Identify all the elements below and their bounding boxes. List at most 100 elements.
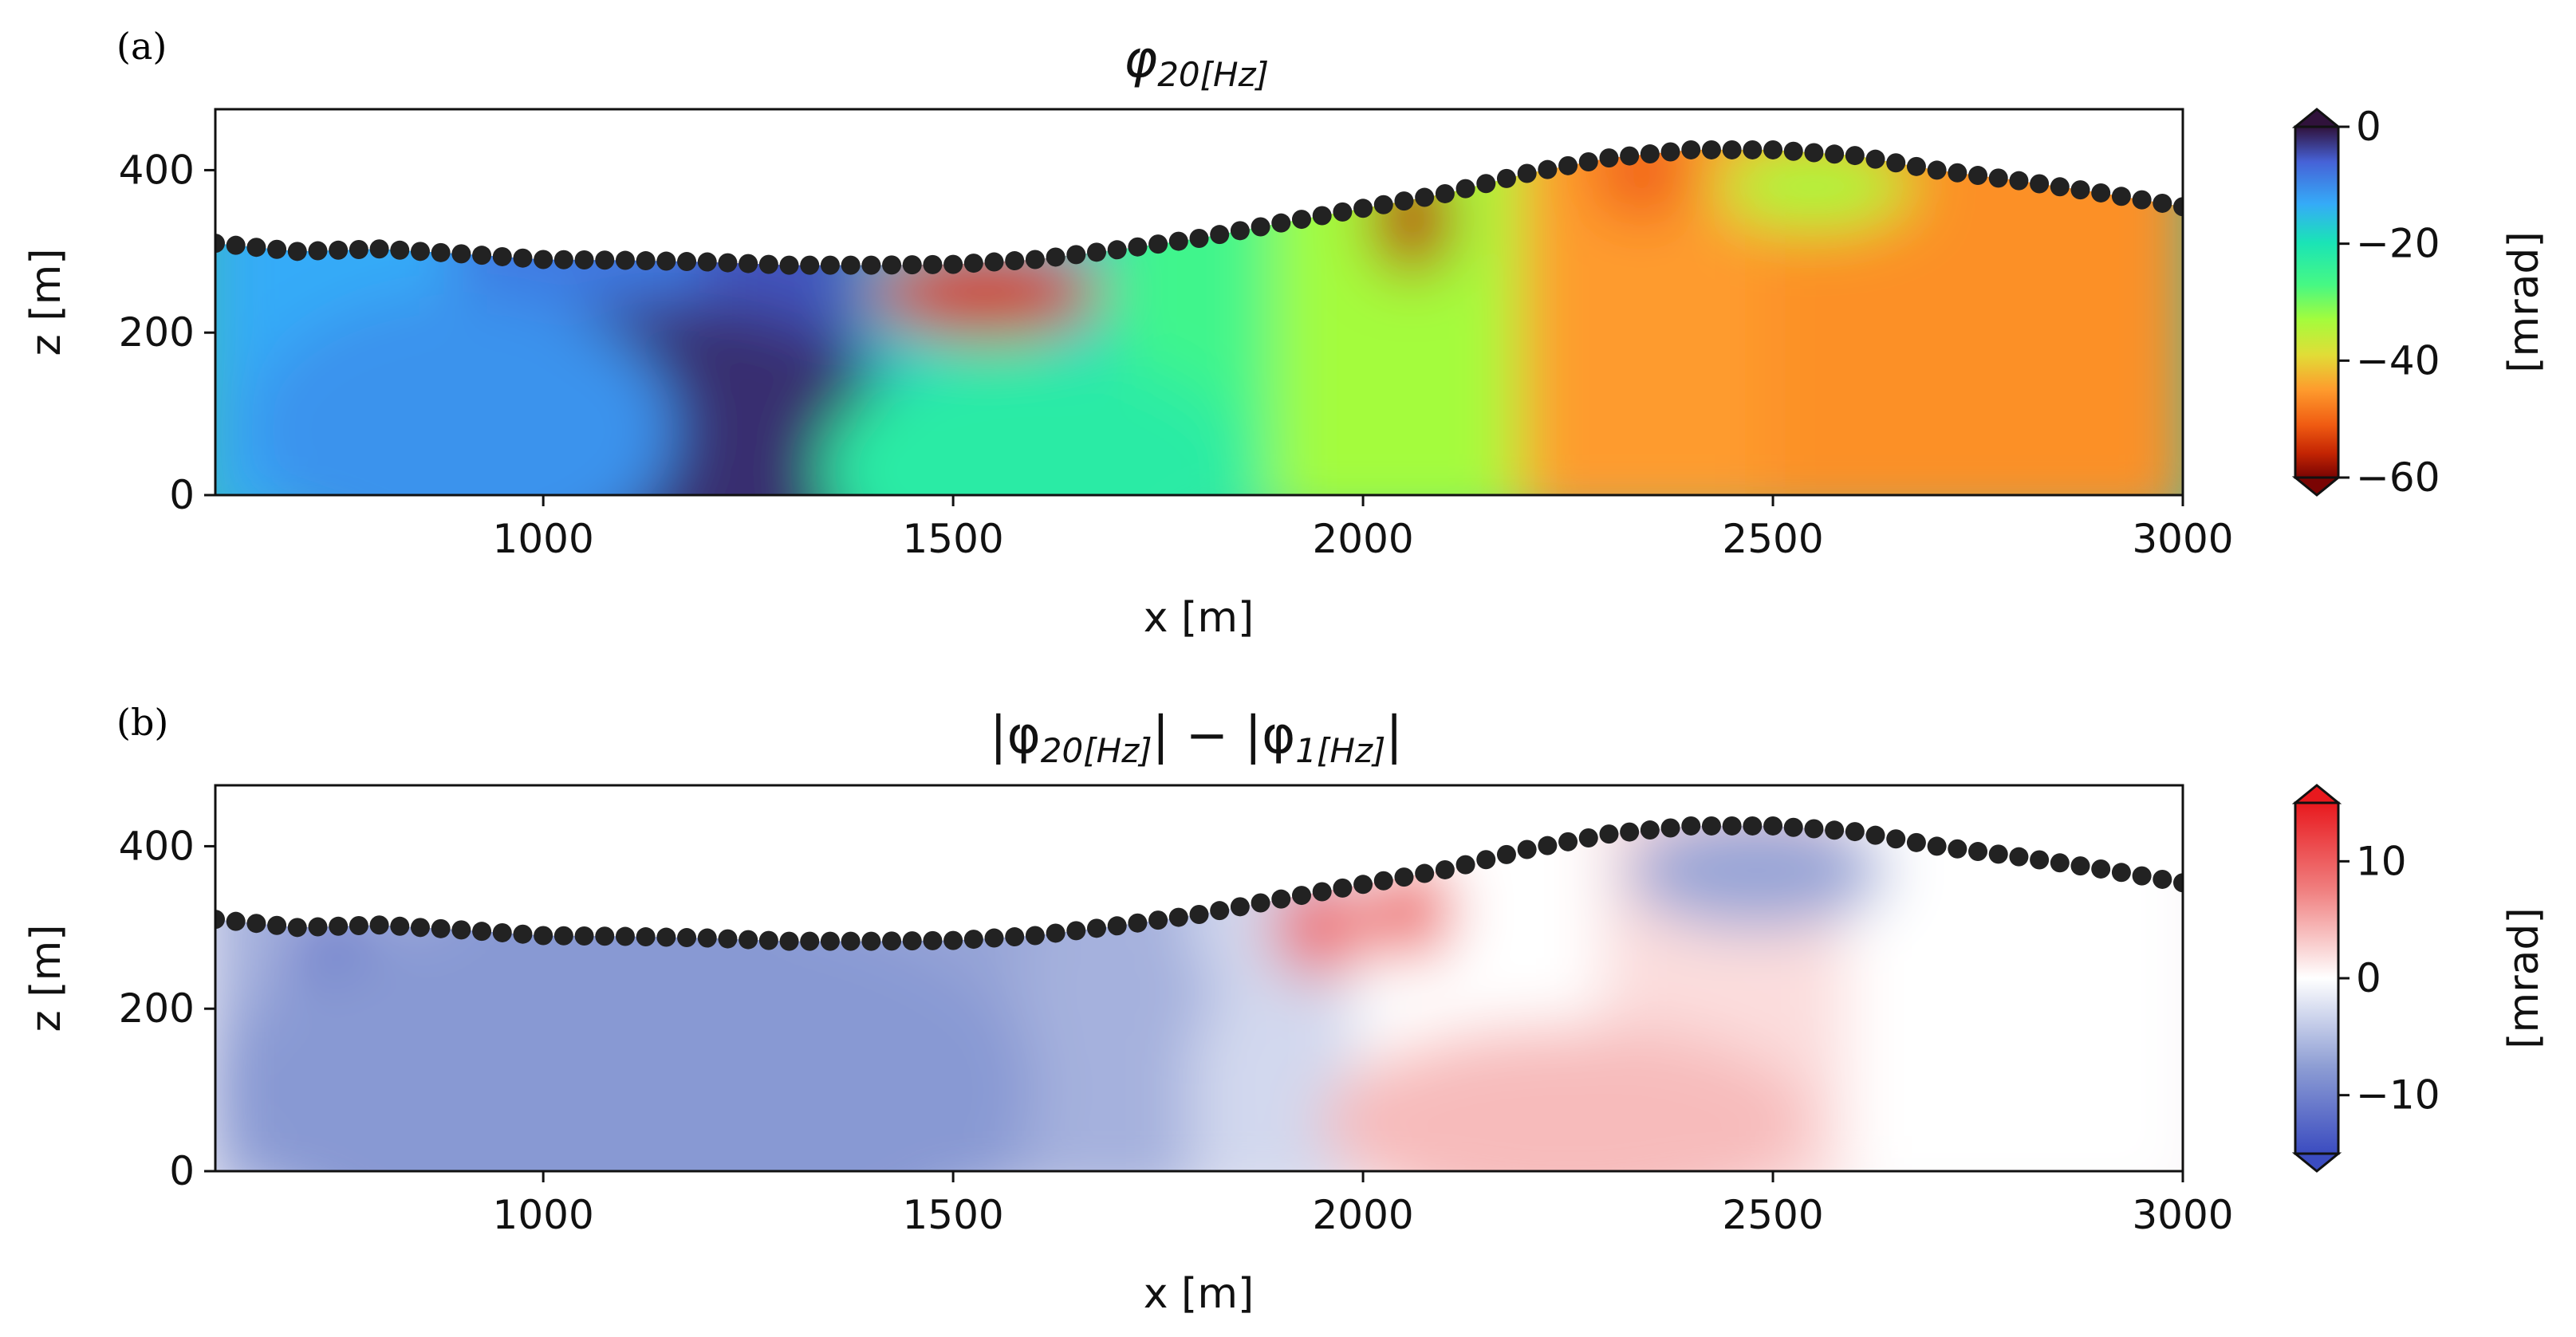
electrode-marker	[329, 240, 349, 260]
electrode-marker	[841, 931, 861, 951]
colorbar-tick-label: −10	[2356, 1072, 2440, 1119]
electrode-marker	[615, 250, 635, 270]
panel-a-title-phi: φ	[1124, 30, 1157, 89]
panel-a-title-subscript: 20[Hz]	[1157, 55, 1269, 94]
panel-b-colorbar-bottom-extend	[2291, 1152, 2342, 1173]
panel-a-colorbar-bar	[2294, 125, 2340, 479]
electrode-marker	[2030, 850, 2050, 870]
electrode-marker	[1845, 146, 1865, 166]
electrode-marker	[636, 927, 656, 947]
panel-a-colorbar: 0 −20 −40 −60 [mrad]	[2291, 104, 2548, 501]
electrode-marker	[431, 918, 451, 938]
y-tick-label: 0	[169, 472, 195, 518]
electrode-marker	[800, 931, 820, 951]
electrode-marker	[595, 250, 615, 270]
electrode-marker	[595, 926, 615, 946]
electrode-marker	[472, 922, 492, 942]
electrode-marker	[677, 252, 697, 272]
electrode-marker	[2153, 869, 2172, 889]
electrode-marker	[431, 242, 451, 262]
electrode-marker	[882, 931, 902, 951]
electrode-marker	[226, 911, 246, 931]
electrode-marker	[1743, 816, 1763, 836]
electrode-marker	[2070, 180, 2090, 200]
electrode-marker	[1701, 816, 1721, 836]
panel-a-colorbar-ticks: 0 −20 −40 −60	[2338, 104, 2440, 501]
panel-b-colorbar-top-extend	[2291, 784, 2342, 804]
electrode-marker	[1251, 217, 1270, 237]
x-tick-label: 2000	[1312, 516, 1413, 562]
electrode-marker	[246, 238, 266, 258]
electrode-marker	[1660, 818, 1680, 838]
electrode-marker	[1578, 151, 1598, 171]
electrode-marker	[1538, 836, 1558, 855]
electrode-marker	[1291, 210, 1311, 230]
electrode-marker	[1538, 159, 1558, 179]
electrode-marker	[615, 926, 635, 946]
electrode-marker	[1435, 183, 1455, 203]
electrode-marker	[1271, 889, 1291, 909]
electrode-marker	[1640, 144, 1660, 164]
electrode-marker	[1681, 140, 1701, 159]
panel-b-title-part3: |	[1385, 706, 1403, 765]
panel-b-axes: 1000 1500 2000 2500 3000 0 200 400	[119, 823, 2234, 1238]
electrode-marker	[1988, 844, 2008, 864]
electrode-marker	[1087, 918, 1107, 938]
electrode-marker	[1046, 923, 1065, 943]
electrode-marker	[1886, 153, 1906, 173]
electrode-marker	[287, 242, 307, 262]
electrode-marker	[861, 255, 881, 275]
y-tick-label: 400	[119, 147, 195, 193]
electrode-marker	[1455, 855, 1475, 875]
panel-b-colorbar: 10 0 −10 [mrad]	[2291, 784, 2548, 1173]
electrode-marker	[246, 914, 266, 934]
electrode-marker	[1333, 878, 1353, 898]
panel-a-colorbar-label: [mrad]	[2500, 231, 2548, 372]
electrode-marker	[451, 244, 471, 264]
electrode-marker	[1128, 237, 1148, 257]
electrode-marker	[2091, 859, 2111, 879]
y-tick-label: 0	[169, 1148, 195, 1194]
panel-b-title-part1: |φ	[990, 706, 1041, 765]
electrode-marker	[553, 250, 573, 269]
panel-a-colorbar-top-extend	[2291, 108, 2342, 128]
electrode-marker	[1578, 828, 1598, 847]
electrode-marker	[1722, 140, 1742, 159]
electrode-marker	[2070, 856, 2090, 876]
electrode-marker	[779, 931, 799, 951]
y-tick-label: 200	[119, 985, 195, 1032]
electrode-marker	[697, 928, 717, 948]
anomaly-blob	[1715, 145, 1912, 227]
electrode-marker	[1168, 907, 1188, 927]
panel-a-axes: 1000 1500 2000 2500 3000 0 200 400	[119, 147, 2234, 562]
x-tick-label: 2500	[1722, 1192, 1823, 1238]
electrode-marker	[1825, 144, 1845, 164]
electrode-marker	[1825, 820, 1845, 840]
panel-a-plot	[215, 109, 2183, 495]
x-tick-label: 1000	[493, 516, 594, 562]
electrode-marker	[410, 242, 430, 262]
electrode-marker	[697, 252, 717, 272]
electrode-marker	[390, 240, 410, 260]
electrode-marker	[1415, 863, 1435, 883]
panel-b-electrodes	[215, 816, 2183, 951]
electrode-marker	[492, 922, 512, 942]
anomaly-blob	[1321, 1024, 1814, 1171]
electrode-marker	[1373, 871, 1393, 891]
electrode-marker	[1455, 179, 1475, 199]
electrode-marker	[861, 931, 881, 951]
panel-b-title-part2: | − |φ	[1152, 706, 1296, 765]
electrode-marker	[677, 928, 697, 948]
panel-a-xlabel: x [m]	[1144, 594, 1255, 642]
electrode-marker	[1148, 234, 1168, 254]
electrode-marker	[1230, 221, 1250, 241]
electrode-marker	[1394, 191, 1414, 211]
electrode-marker	[215, 234, 225, 254]
electrode-marker	[1968, 842, 1988, 862]
electrode-marker	[2173, 197, 2183, 217]
electrode-marker	[718, 253, 738, 273]
electrode-marker	[902, 255, 922, 275]
electrode-marker	[1948, 839, 1967, 859]
electrode-marker	[369, 915, 389, 935]
